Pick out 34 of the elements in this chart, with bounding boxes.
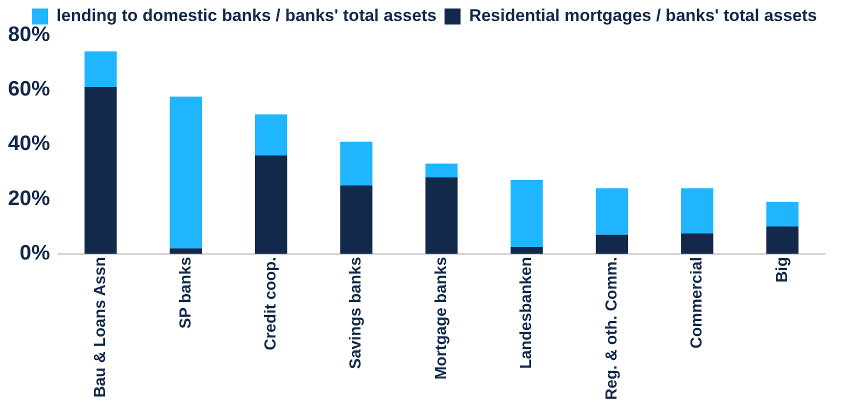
legend-label: lending to domestic banks / banks' total assets: [56, 6, 437, 26]
legend-label: Residential mortgages / banks' total assets: [469, 6, 817, 26]
bar: [681, 188, 714, 234]
bar: [596, 234, 628, 254]
bar: [254, 114, 288, 156]
x-tick-label: Landesbanken: [518, 256, 536, 369]
bar: [596, 188, 628, 235]
bar: [340, 185, 372, 254]
bar: [340, 142, 372, 186]
y-tick-label: 20%: [8, 186, 50, 210]
x-tick-label: Mortgage banks: [432, 256, 450, 380]
bar: [170, 248, 202, 254]
x-tick-label: Bau & Loans Assn: [92, 256, 110, 398]
bar: [425, 177, 458, 254]
x-tick-label: Reg. & oth. Comm.: [603, 256, 620, 400]
bar: [510, 180, 543, 248]
bar: [766, 226, 798, 254]
x-tick-label: Savings banks: [348, 256, 365, 369]
bar: [766, 202, 798, 227]
bar: [170, 96, 202, 248]
bar: [84, 86, 117, 254]
y-tick-label: 80%: [8, 22, 50, 46]
y-tick-label: 40%: [8, 132, 50, 156]
x-tick-label: Credit coop.: [262, 256, 280, 350]
x-tick-label: Big: [774, 256, 791, 283]
x-tick-label: Commercial: [688, 256, 706, 348]
x-tick-label: SP banks: [177, 256, 194, 329]
bar: [84, 51, 117, 87]
bar: [681, 233, 714, 254]
bar: [510, 247, 543, 254]
y-tick-label: 0%: [20, 242, 50, 265]
bar: [254, 155, 288, 254]
bar: [425, 164, 458, 178]
y-tick-label: 60%: [8, 78, 50, 101]
